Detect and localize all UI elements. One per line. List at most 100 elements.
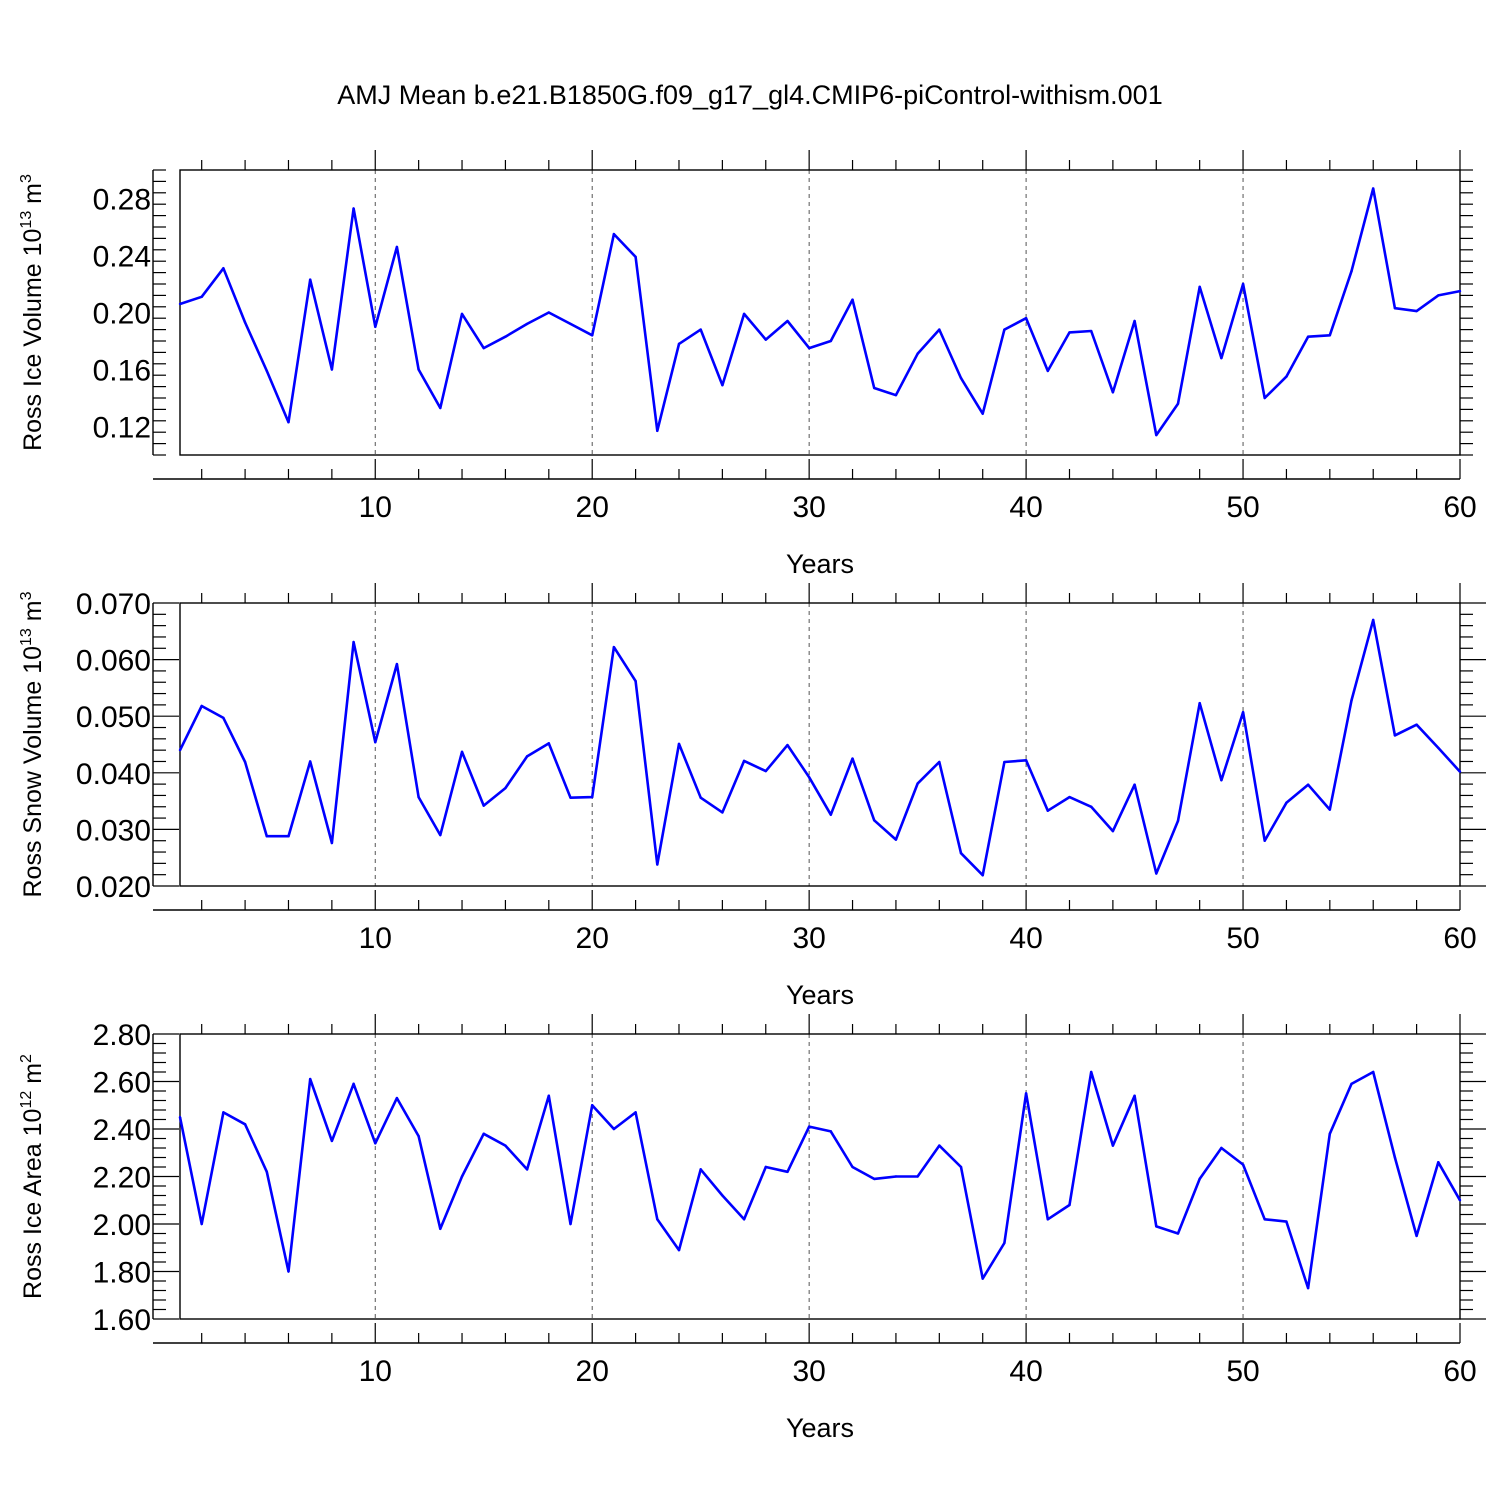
- chart-title: AMJ Mean b.e21.B1850G.f09_g17_gl4.CMIP6-…: [337, 80, 1163, 110]
- data-point: [1024, 317, 1028, 320]
- data-point: [807, 1125, 811, 1128]
- data-point: [525, 1168, 529, 1171]
- data-point: [1068, 331, 1071, 334]
- x-tick-label: 20: [576, 922, 609, 955]
- plot-frame: [179, 1033, 1461, 1320]
- panel-3: 10 20 30 40 50 60 Years 1.60 1.80 2.00 2.20 2.40 2.6…: [18, 1014, 1486, 1443]
- data-point: [1437, 746, 1440, 750]
- data-point: [1176, 819, 1180, 823]
- x-tick-label: 50: [1226, 491, 1259, 524]
- data-point: [222, 1111, 225, 1114]
- y-tick-label: 0.030: [76, 814, 151, 847]
- x-tick-label: 30: [792, 491, 825, 524]
- data-point: [1089, 329, 1093, 333]
- data-point: [482, 804, 485, 807]
- data-point: [612, 232, 616, 236]
- data-point: [417, 368, 420, 371]
- data-point: [786, 743, 789, 747]
- data-point: [374, 325, 377, 328]
- data-point: [178, 302, 182, 306]
- data-point: [1263, 396, 1266, 400]
- data-point: [482, 346, 485, 350]
- data-point: [308, 1077, 312, 1081]
- data-point: [1003, 328, 1006, 331]
- data-point: [200, 1222, 203, 1226]
- data-point: [677, 1248, 681, 1252]
- data-point: [1133, 783, 1136, 786]
- y-tick-label: 0.040: [76, 758, 151, 791]
- data-point: [1155, 872, 1158, 875]
- data-point: [981, 412, 984, 415]
- data-point: [1306, 335, 1310, 338]
- data-point: [287, 421, 290, 424]
- data-point: [504, 786, 507, 790]
- data-point: [417, 795, 420, 799]
- data-point: [1068, 1203, 1071, 1207]
- x-tick-label: 40: [1009, 491, 1042, 524]
- data-point: [1458, 289, 1462, 293]
- data-point: [591, 1104, 594, 1107]
- y-tick-label: 2.20: [93, 1162, 151, 1195]
- data-point: [656, 429, 659, 432]
- y-axis-label: Ross Ice Volume 1013 m3: [18, 174, 47, 451]
- x-tick-label: 40: [1009, 922, 1042, 955]
- data-point: [287, 834, 290, 838]
- data-point: [807, 776, 811, 779]
- data-point: [1220, 356, 1223, 360]
- data-point: [1089, 1070, 1093, 1074]
- data-point: [547, 311, 551, 314]
- data-point: [1415, 309, 1418, 313]
- data-point: [1350, 699, 1353, 702]
- data-point: [981, 874, 984, 877]
- data-point: [851, 1165, 854, 1169]
- data-point: [352, 640, 355, 644]
- x-axis-label: Years: [786, 549, 854, 579]
- data-point: [482, 1132, 485, 1135]
- data-point: [222, 267, 225, 270]
- x-tick-label: 10: [359, 491, 392, 524]
- data-point: [1306, 783, 1310, 786]
- data-point: [1176, 402, 1180, 405]
- data-point: [916, 1175, 919, 1178]
- data-point: [525, 755, 529, 758]
- data-point: [1024, 759, 1028, 762]
- x-tick-label: 40: [1009, 1355, 1042, 1388]
- data-point: [395, 245, 399, 249]
- data-point: [1328, 808, 1332, 811]
- data-point: [395, 662, 399, 666]
- data-point: [829, 1130, 833, 1133]
- data-point: [308, 760, 312, 763]
- data-point: [308, 278, 312, 281]
- data-point: [677, 742, 681, 746]
- data-point: [439, 833, 442, 837]
- data-point: [699, 796, 702, 799]
- data-point: [677, 342, 681, 346]
- y-tick-label: 0.16: [93, 355, 151, 388]
- data-point: [1285, 801, 1288, 804]
- data-point: [330, 368, 334, 371]
- data-point: [287, 1270, 290, 1273]
- x-tick-label: 50: [1226, 1355, 1259, 1388]
- data-point: [1111, 391, 1115, 394]
- data-point: [1241, 282, 1245, 286]
- data-point: [634, 679, 637, 683]
- data-point: [1241, 1163, 1245, 1166]
- data-point: [591, 334, 594, 337]
- series-line: [178, 618, 1461, 877]
- x-axis-label: Years: [786, 1413, 854, 1443]
- y-tick-label: 2.00: [93, 1209, 151, 1242]
- data-point: [851, 298, 854, 301]
- x-tick-label: 20: [576, 491, 609, 524]
- data-point: [1415, 723, 1418, 726]
- data-point: [1111, 829, 1115, 833]
- y-tick-label: 0.060: [76, 645, 151, 678]
- data-point: [265, 834, 268, 838]
- series-line: [178, 1070, 1462, 1290]
- data-point: [1263, 1218, 1266, 1221]
- data-point: [742, 1218, 746, 1221]
- data-point: [1437, 1161, 1440, 1164]
- data-point: [352, 207, 355, 210]
- data-point: [352, 1082, 355, 1086]
- data-point: [417, 1134, 420, 1138]
